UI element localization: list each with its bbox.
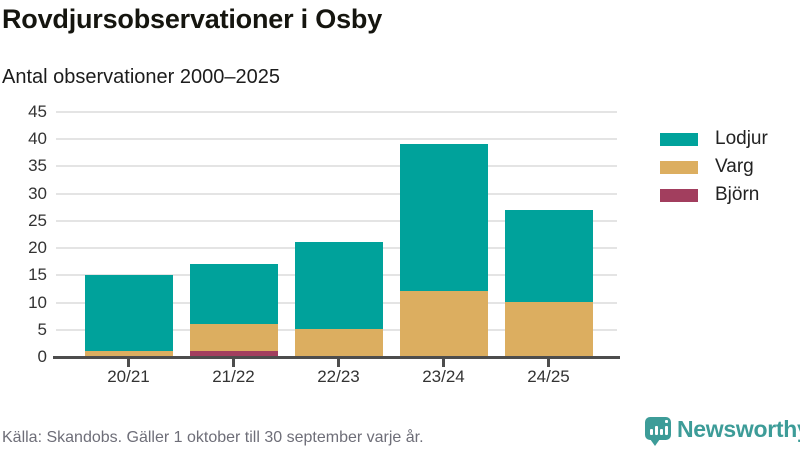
x-axis-label: 22/23: [317, 367, 360, 386]
bar-segment-björn-21-22: [189, 351, 278, 357]
bar-segment-lodjur-23-24: [399, 144, 488, 292]
source-note: Källa: Skandobs. Gäller 1 oktober till 3…: [2, 429, 424, 446]
bar-segment-varg-23-24: [399, 291, 488, 357]
y-axis-label: 45: [28, 102, 47, 122]
chart-subtitle: Antal observationer 2000–2025: [2, 66, 280, 88]
y-axis-label: 40: [28, 129, 47, 149]
legend-item-lodjur: Lodjur: [660, 128, 768, 149]
legend-item-bjorn: Björn: [660, 184, 768, 205]
x-axis-tick: [442, 358, 445, 367]
gridline: [56, 138, 617, 141]
legend-swatch-varg: [660, 160, 698, 174]
legend-swatch-lodjur: [660, 132, 698, 146]
gridline: [56, 111, 617, 114]
x-axis-label: 20/21: [107, 367, 150, 386]
x-axis-line: [53, 355, 620, 359]
y-axis-label: 15: [28, 265, 47, 285]
y-axis-label: 20: [28, 238, 47, 258]
x-axis-tick: [127, 358, 130, 367]
x-axis-label: 23/24: [422, 367, 465, 386]
legend-item-varg: Varg: [660, 156, 768, 177]
x-axis-tick: [232, 358, 235, 367]
y-axis-label: 30: [28, 183, 47, 203]
bar-segment-varg-21-22: [189, 323, 278, 352]
y-axis-label: 10: [28, 292, 47, 312]
bar-segment-lodjur-20-21: [84, 274, 173, 352]
newsworthy-logo: Newsworthy: [645, 416, 800, 448]
y-axis-label: 5: [37, 319, 47, 339]
newsworthy-bubble-chart-icon: [645, 417, 671, 446]
legend-label: Varg: [715, 156, 754, 177]
y-axis-label: 0: [37, 347, 47, 366]
page-title: Rovdjursobservationer i Osby: [2, 4, 383, 34]
legend-swatch-bjorn: [660, 188, 698, 202]
newsworthy-wordmark: Newsworthy: [677, 416, 800, 442]
gridline: [56, 192, 617, 195]
y-axis-label: 25: [28, 210, 47, 230]
x-axis-tick: [337, 358, 340, 367]
x-axis-label: 21/22: [212, 367, 255, 386]
bar-segment-lodjur-24-25: [504, 209, 593, 303]
legend-label: Lodjur: [715, 128, 768, 149]
bar-segment-varg-20-21: [84, 351, 173, 357]
bar-segment-lodjur-21-22: [189, 263, 278, 324]
bar-segment-varg-24-25: [504, 302, 593, 357]
gridline: [56, 165, 617, 168]
gridline: [56, 219, 617, 222]
bar-segment-lodjur-22-23: [294, 242, 383, 330]
bar-segment-varg-22-23: [294, 329, 383, 357]
chart-legend: Lodjur Varg Björn: [660, 128, 768, 215]
y-axis-label: 35: [28, 156, 47, 176]
x-axis-label: 24/25: [527, 367, 570, 386]
x-axis-tick: [547, 358, 550, 367]
legend-label: Björn: [715, 184, 760, 205]
